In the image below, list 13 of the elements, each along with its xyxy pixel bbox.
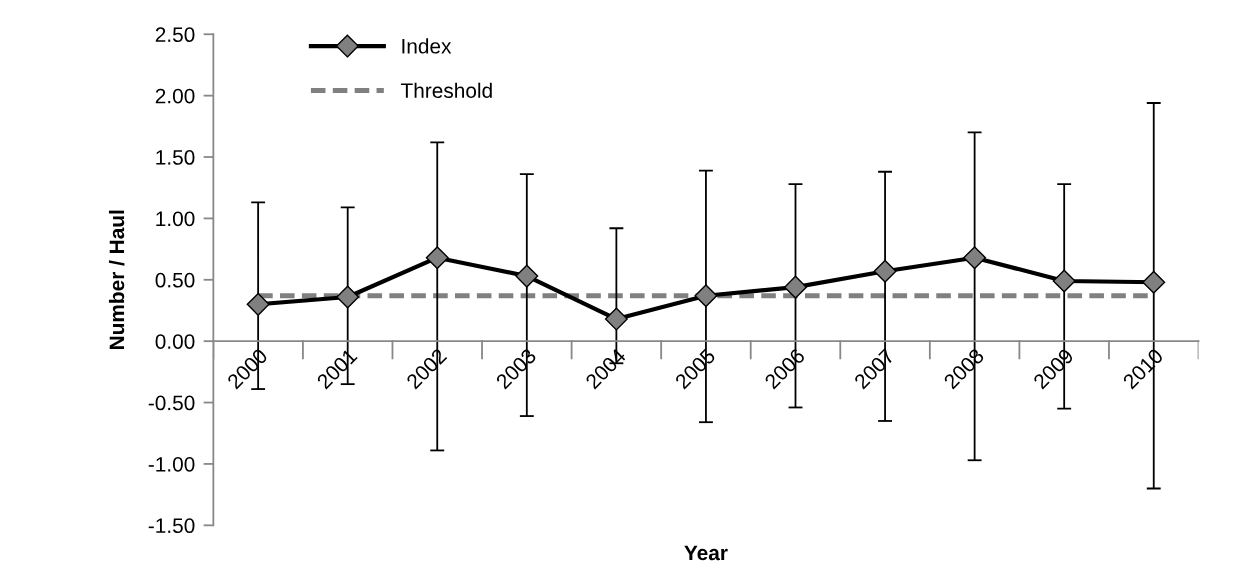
y-axis-title: Number / Haul [108, 210, 125, 350]
y-tick-label: 0.00 [155, 334, 195, 349]
legend-label: Index [402, 38, 452, 54]
y-tick-label: -1.00 [148, 456, 195, 472]
x-axis-title: Year [684, 545, 728, 561]
y-tick-label: -0.50 [148, 395, 195, 411]
y-tick-label: 2.00 [155, 88, 195, 104]
y-tick-label: 2.50 [155, 27, 195, 43]
y-tick-label: 1.50 [156, 150, 195, 165]
legend-label: Threshold [400, 82, 492, 98]
y-tick-label: 1.00 [156, 211, 195, 227]
y-tick-label: -1.50 [148, 518, 195, 534]
y-tick-label: 0.50 [155, 272, 195, 288]
